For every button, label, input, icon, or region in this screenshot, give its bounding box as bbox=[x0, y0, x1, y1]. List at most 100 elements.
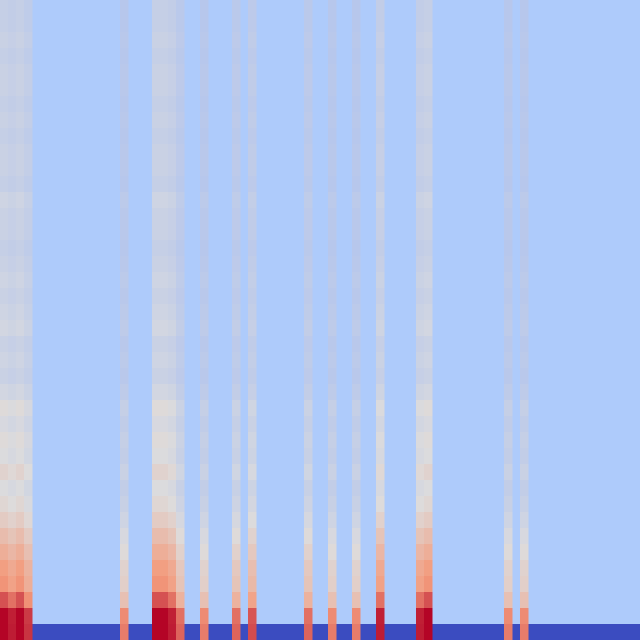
heatmap-cell bbox=[416, 368, 425, 385]
heatmap-cell bbox=[24, 624, 33, 640]
heatmap-cell bbox=[120, 368, 129, 385]
heatmap-cell bbox=[152, 32, 161, 49]
heatmap-cell bbox=[304, 512, 313, 529]
heatmap-cell bbox=[152, 176, 161, 193]
heatmap-cell bbox=[248, 64, 257, 81]
heatmap-cell bbox=[24, 176, 33, 193]
heatmap-cell bbox=[16, 192, 25, 209]
heatmap-cell bbox=[160, 480, 169, 497]
heatmap-cell bbox=[504, 560, 513, 577]
heatmap-cell bbox=[232, 96, 241, 113]
heatmap-cell bbox=[24, 64, 33, 81]
heatmap-cell bbox=[416, 304, 425, 321]
heatmap-cell bbox=[8, 256, 17, 273]
heatmap-cell bbox=[24, 560, 33, 577]
heatmap-cell bbox=[152, 352, 161, 369]
heatmap-cell bbox=[176, 80, 185, 97]
heatmap-cell bbox=[152, 464, 161, 481]
heatmap-cell bbox=[24, 416, 33, 433]
heatmap-cell bbox=[520, 208, 529, 225]
heatmap-cell bbox=[160, 288, 169, 305]
heatmap-cell bbox=[248, 240, 257, 257]
heatmap-cell bbox=[376, 400, 385, 417]
heatmap-cell bbox=[168, 336, 177, 353]
heatmap-cell bbox=[504, 272, 513, 289]
heatmap-cell bbox=[248, 608, 257, 625]
heatmap-cell bbox=[168, 576, 177, 593]
heatmap-cell bbox=[416, 0, 425, 17]
heatmap-cell bbox=[176, 288, 185, 305]
heatmap-cell bbox=[168, 144, 177, 161]
heatmap-cell bbox=[200, 176, 209, 193]
heatmap-cell bbox=[24, 336, 33, 353]
heatmap-cell bbox=[248, 400, 257, 417]
heatmap-cell bbox=[304, 176, 313, 193]
heatmap-cell bbox=[416, 160, 425, 177]
heatmap-cell bbox=[200, 560, 209, 577]
heatmap-cell bbox=[232, 16, 241, 33]
heatmap-cell bbox=[232, 560, 241, 577]
heatmap-cell bbox=[504, 592, 513, 609]
heatmap-cell bbox=[424, 208, 433, 225]
heatmap-cell bbox=[176, 464, 185, 481]
heatmap-cell bbox=[520, 416, 529, 433]
heatmap-cell bbox=[168, 592, 177, 609]
heatmap-cell bbox=[8, 208, 17, 225]
heatmap-cell bbox=[328, 128, 337, 145]
heatmap-cell bbox=[160, 624, 169, 640]
heatmap-cell bbox=[328, 336, 337, 353]
heatmap-cell bbox=[160, 448, 169, 465]
heatmap-cell bbox=[376, 224, 385, 241]
heatmap-cell bbox=[504, 0, 513, 17]
heatmap-cell bbox=[248, 528, 257, 545]
heatmap-cell bbox=[152, 48, 161, 65]
heatmap-cell bbox=[232, 144, 241, 161]
heatmap-cell bbox=[352, 496, 361, 513]
heatmap-cell bbox=[424, 64, 433, 81]
heatmap-cell bbox=[304, 368, 313, 385]
heatmap-cell bbox=[504, 432, 513, 449]
heatmap-cell bbox=[200, 448, 209, 465]
heatmap-cell bbox=[160, 48, 169, 65]
heatmap-cell bbox=[160, 560, 169, 577]
heatmap-cell bbox=[232, 32, 241, 49]
heatmap-cell bbox=[304, 400, 313, 417]
heatmap-cell bbox=[24, 528, 33, 545]
heatmap-cell bbox=[416, 464, 425, 481]
heatmap-cell bbox=[8, 176, 17, 193]
heatmap-cell bbox=[0, 144, 9, 161]
heatmap-cell bbox=[200, 368, 209, 385]
heatmap-cell bbox=[168, 160, 177, 177]
heatmap-cell bbox=[352, 32, 361, 49]
heatmap-cell bbox=[176, 32, 185, 49]
heatmap-cell bbox=[168, 0, 177, 17]
heatmap-cell bbox=[424, 304, 433, 321]
heatmap-cell bbox=[168, 112, 177, 129]
heatmap-cell bbox=[376, 208, 385, 225]
heatmap-cell bbox=[304, 112, 313, 129]
heatmap-cell bbox=[304, 32, 313, 49]
heatmap-cell bbox=[352, 272, 361, 289]
heatmap-cell bbox=[504, 576, 513, 593]
heatmap-cell bbox=[176, 416, 185, 433]
heatmap-cell bbox=[232, 304, 241, 321]
heatmap-cell bbox=[504, 304, 513, 321]
heatmap-cell bbox=[0, 256, 9, 273]
heatmap-cell bbox=[416, 96, 425, 113]
heatmap-cell bbox=[24, 144, 33, 161]
heatmap-cell bbox=[504, 144, 513, 161]
heatmap-cell bbox=[168, 48, 177, 65]
heatmap-cell bbox=[416, 448, 425, 465]
heatmap-cell bbox=[232, 480, 241, 497]
heatmap-cell bbox=[248, 592, 257, 609]
heatmap-cell bbox=[8, 128, 17, 145]
heatmap-cell bbox=[16, 624, 25, 640]
heatmap-cell bbox=[376, 32, 385, 49]
heatmap-cell bbox=[352, 512, 361, 529]
heatmap-cell bbox=[0, 208, 9, 225]
heatmap-cell bbox=[200, 0, 209, 17]
heatmap-cell bbox=[160, 576, 169, 593]
heatmap-cell bbox=[0, 272, 9, 289]
heatmap-cell bbox=[16, 576, 25, 593]
